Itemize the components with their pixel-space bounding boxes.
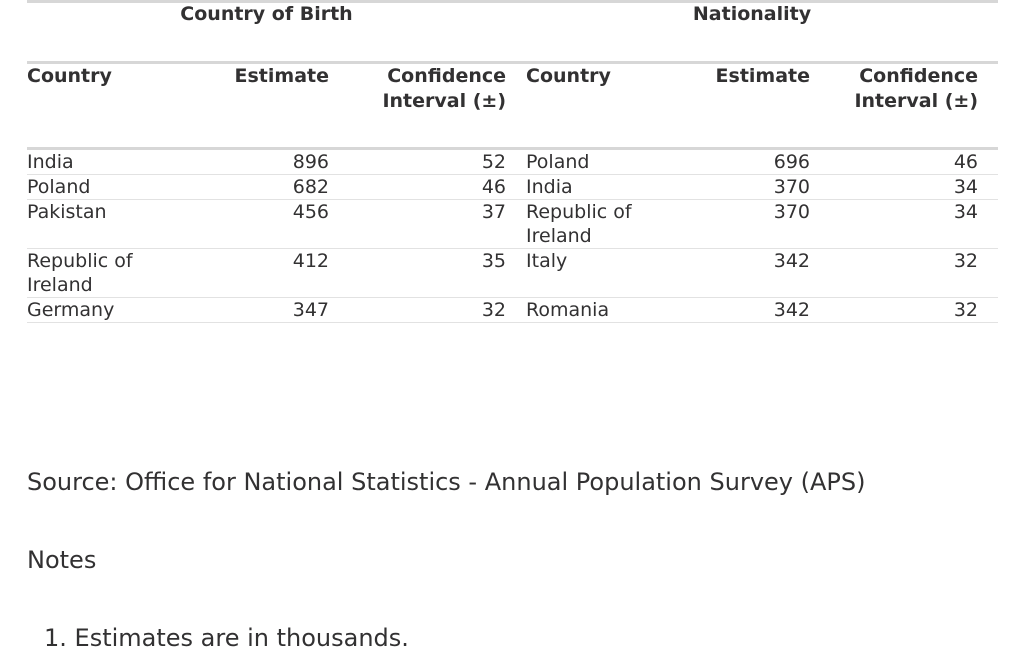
nat-estimate-cell: 370 xyxy=(668,199,811,249)
source-note: Source: Office for National Statistics -… xyxy=(27,468,866,496)
nat-estimate-cell: 696 xyxy=(668,148,811,175)
notes-list: 1. Estimates are in thousands. xyxy=(44,622,409,654)
nat-estimate-cell: 370 xyxy=(668,174,811,200)
ci-header-line-2: Interval (±) xyxy=(382,90,507,112)
nat-ci-cell: 46 xyxy=(810,148,999,175)
nat-ci-cell: 32 xyxy=(810,297,999,323)
notes-heading: Notes xyxy=(27,546,97,574)
cob-estimate-cell: 896 xyxy=(192,148,329,175)
table-row: India 896 52 Poland 696 46 xyxy=(27,148,999,175)
group-header-nationality: Nationality xyxy=(506,0,999,64)
ci-header-line-2: Interval (±) xyxy=(854,90,979,112)
table-row: Republic of Ireland 412 35 Italy 342 32 xyxy=(27,248,999,298)
table-row: Poland 682 46 India 370 34 xyxy=(27,174,999,200)
cob-estimate-cell: 682 xyxy=(192,174,329,200)
cob-ci-cell: 37 xyxy=(329,199,507,249)
cob-country-cell: Republic of Ireland xyxy=(27,248,192,298)
cob-ci-cell: 52 xyxy=(329,148,507,175)
cob-ci-cell: 35 xyxy=(329,248,507,298)
list-item: 1. Estimates are in thousands. xyxy=(44,624,409,652)
nat-ci-cell: 34 xyxy=(810,174,999,200)
column-header-estimate: Estimate xyxy=(192,62,329,150)
nat-estimate-cell: 342 xyxy=(668,297,811,323)
cob-estimate-cell: 412 xyxy=(192,248,329,298)
cob-estimate-cell: 347 xyxy=(192,297,329,323)
nat-country-cell: Poland xyxy=(506,148,669,175)
nat-country-cell: Romania xyxy=(506,297,669,323)
cob-ci-cell: 46 xyxy=(329,174,507,200)
column-header-confidence-interval: Confidence Interval (±) xyxy=(810,62,999,150)
cob-country-cell: Germany xyxy=(27,297,192,323)
table-row: Germany 347 32 Romania 342 32 xyxy=(27,297,999,323)
nat-country-cell: India xyxy=(506,174,669,200)
cob-estimate-cell: 456 xyxy=(192,199,329,249)
table-container: Country of Birth Nationality Country Est… xyxy=(27,0,999,323)
column-header-row: Country Estimate Confidence Interval (±) … xyxy=(27,62,999,150)
group-header-row: Country of Birth Nationality xyxy=(27,0,999,64)
nat-country-cell: Republic of Ireland xyxy=(506,199,669,249)
table-row: Pakistan 456 37 Republic of Ireland 370 … xyxy=(27,199,999,249)
cob-country-cell: Pakistan xyxy=(27,199,192,249)
cob-country-cell: Poland xyxy=(27,174,192,200)
column-header-country: Country xyxy=(506,62,669,150)
nat-ci-cell: 32 xyxy=(810,248,999,298)
nat-ci-cell: 34 xyxy=(810,199,999,249)
group-header-country-of-birth: Country of Birth xyxy=(27,0,507,64)
column-header-country: Country xyxy=(27,62,192,150)
column-header-confidence-interval: Confidence Interval (±) xyxy=(329,62,507,150)
ci-header-line-1: Confidence xyxy=(859,65,979,87)
cob-country-cell: India xyxy=(27,148,192,175)
cob-ci-cell: 32 xyxy=(329,297,507,323)
nat-country-cell: Italy xyxy=(506,248,669,298)
population-table: Country of Birth Nationality Country Est… xyxy=(27,0,999,323)
ci-header-line-1: Confidence xyxy=(387,65,507,87)
column-header-estimate: Estimate xyxy=(668,62,811,150)
nat-estimate-cell: 342 xyxy=(668,248,811,298)
